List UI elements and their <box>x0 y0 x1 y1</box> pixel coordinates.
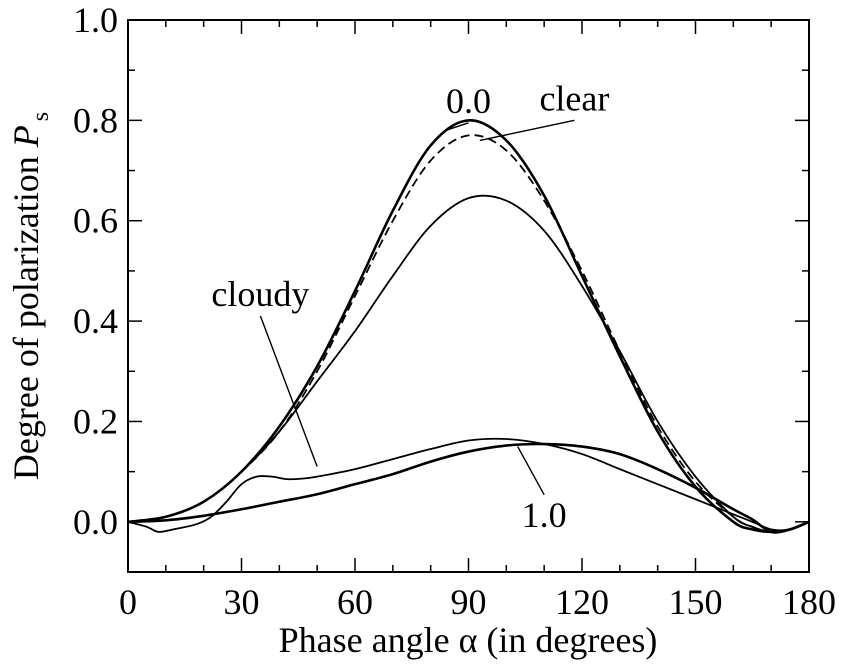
curves <box>127 119 810 534</box>
curve-5 <box>127 442 810 534</box>
x-axis-title: Phase angle α (in degrees) <box>279 620 658 660</box>
x-tick-label: 30 <box>224 582 260 622</box>
curve-3 <box>127 194 810 533</box>
y-tick-label: 0.2 <box>73 401 118 441</box>
annotations: 0.0 clear cloudy 1.0 <box>211 78 609 535</box>
x-tick-label: 60 <box>337 582 373 622</box>
y-axis-title-subscript: s <box>28 112 54 121</box>
y-axis-title: Degree of polarization Ps <box>6 112 54 480</box>
annotation-leader <box>259 315 318 467</box>
curve-4 <box>127 437 810 533</box>
x-tick-label: 120 <box>555 582 609 622</box>
annotation-label: 0.0 <box>446 81 491 121</box>
annotation-leader <box>445 122 469 132</box>
y-tick-label: 0.4 <box>73 301 118 341</box>
x-tick-label: 90 <box>451 582 487 622</box>
curve-2 <box>127 134 810 533</box>
x-tick-label: 150 <box>669 582 723 622</box>
x-tick-label: 0 <box>119 582 137 622</box>
y-tick-label: 1.0 <box>73 0 118 40</box>
y-tick-label: 0.8 <box>73 100 118 140</box>
annotation-label: cloudy <box>211 274 309 314</box>
y-tick-label: 0.0 <box>73 502 118 542</box>
y-tick-label: 0.6 <box>73 201 118 241</box>
annotation-leader <box>479 119 575 142</box>
annotation-label: clear <box>539 78 609 118</box>
curve-1 <box>127 119 810 534</box>
annotation-leader <box>517 446 545 496</box>
axis-ticks <box>127 19 810 573</box>
y-axis-title-main: Degree of polarization <box>6 147 46 480</box>
y-axis-title-symbol: P <box>6 125 46 148</box>
annotation-label: 1.0 <box>522 495 567 535</box>
tick-labels: 0 30 60 90 120 150 180 0.0 0.2 0.4 0.6 0.8 1.0 <box>73 0 836 622</box>
x-tick-label: 180 <box>782 582 836 622</box>
